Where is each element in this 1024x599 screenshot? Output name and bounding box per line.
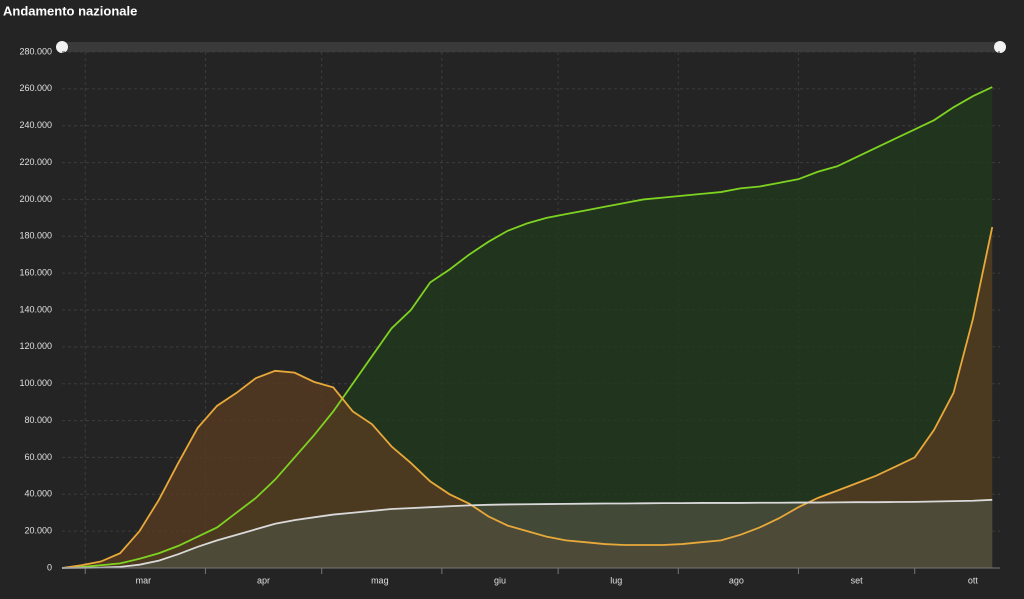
- x-tick-label: apr: [257, 575, 270, 585]
- x-tick-label: set: [851, 575, 864, 585]
- x-tick-label: mag: [371, 575, 389, 585]
- y-tick-label: 0: [47, 562, 52, 572]
- y-tick-label: 100.000: [19, 378, 52, 388]
- y-tick-label: 200.000: [19, 194, 52, 204]
- series-line: [61, 86, 993, 569]
- series-line: [61, 226, 994, 569]
- y-tick-label: 240.000: [19, 120, 52, 130]
- area-fill: [62, 87, 993, 568]
- x-tick-label: ago: [729, 575, 744, 585]
- slider-handle-left[interactable]: [56, 41, 68, 53]
- range-slider[interactable]: [62, 42, 1000, 52]
- y-tick-label: 60.000: [24, 452, 52, 462]
- y-tick-label: 280.000: [19, 46, 52, 56]
- area-fill: [62, 227, 993, 569]
- y-tick-label: 220.000: [19, 157, 52, 167]
- y-tick-label: 180.000: [19, 231, 52, 241]
- y-tick-label: 80.000: [24, 415, 52, 425]
- y-tick-label: 140.000: [19, 304, 52, 314]
- x-tick-label: ott: [968, 575, 979, 585]
- y-tick-label: 260.000: [19, 83, 52, 93]
- y-tick-label: 120.000: [19, 341, 52, 351]
- x-tick-label: lug: [610, 575, 622, 585]
- y-tick-label: 160.000: [19, 268, 52, 278]
- chart-title: Andamento nazionale: [3, 3, 137, 18]
- area-fill: [62, 499, 993, 568]
- slider-handle-right[interactable]: [994, 41, 1006, 53]
- series-line: [61, 498, 993, 569]
- y-tick-label: 20.000: [24, 526, 52, 536]
- y-tick-label: 40.000: [24, 489, 52, 499]
- x-tick-label: mar: [136, 575, 152, 585]
- x-tick-label: giu: [494, 575, 506, 585]
